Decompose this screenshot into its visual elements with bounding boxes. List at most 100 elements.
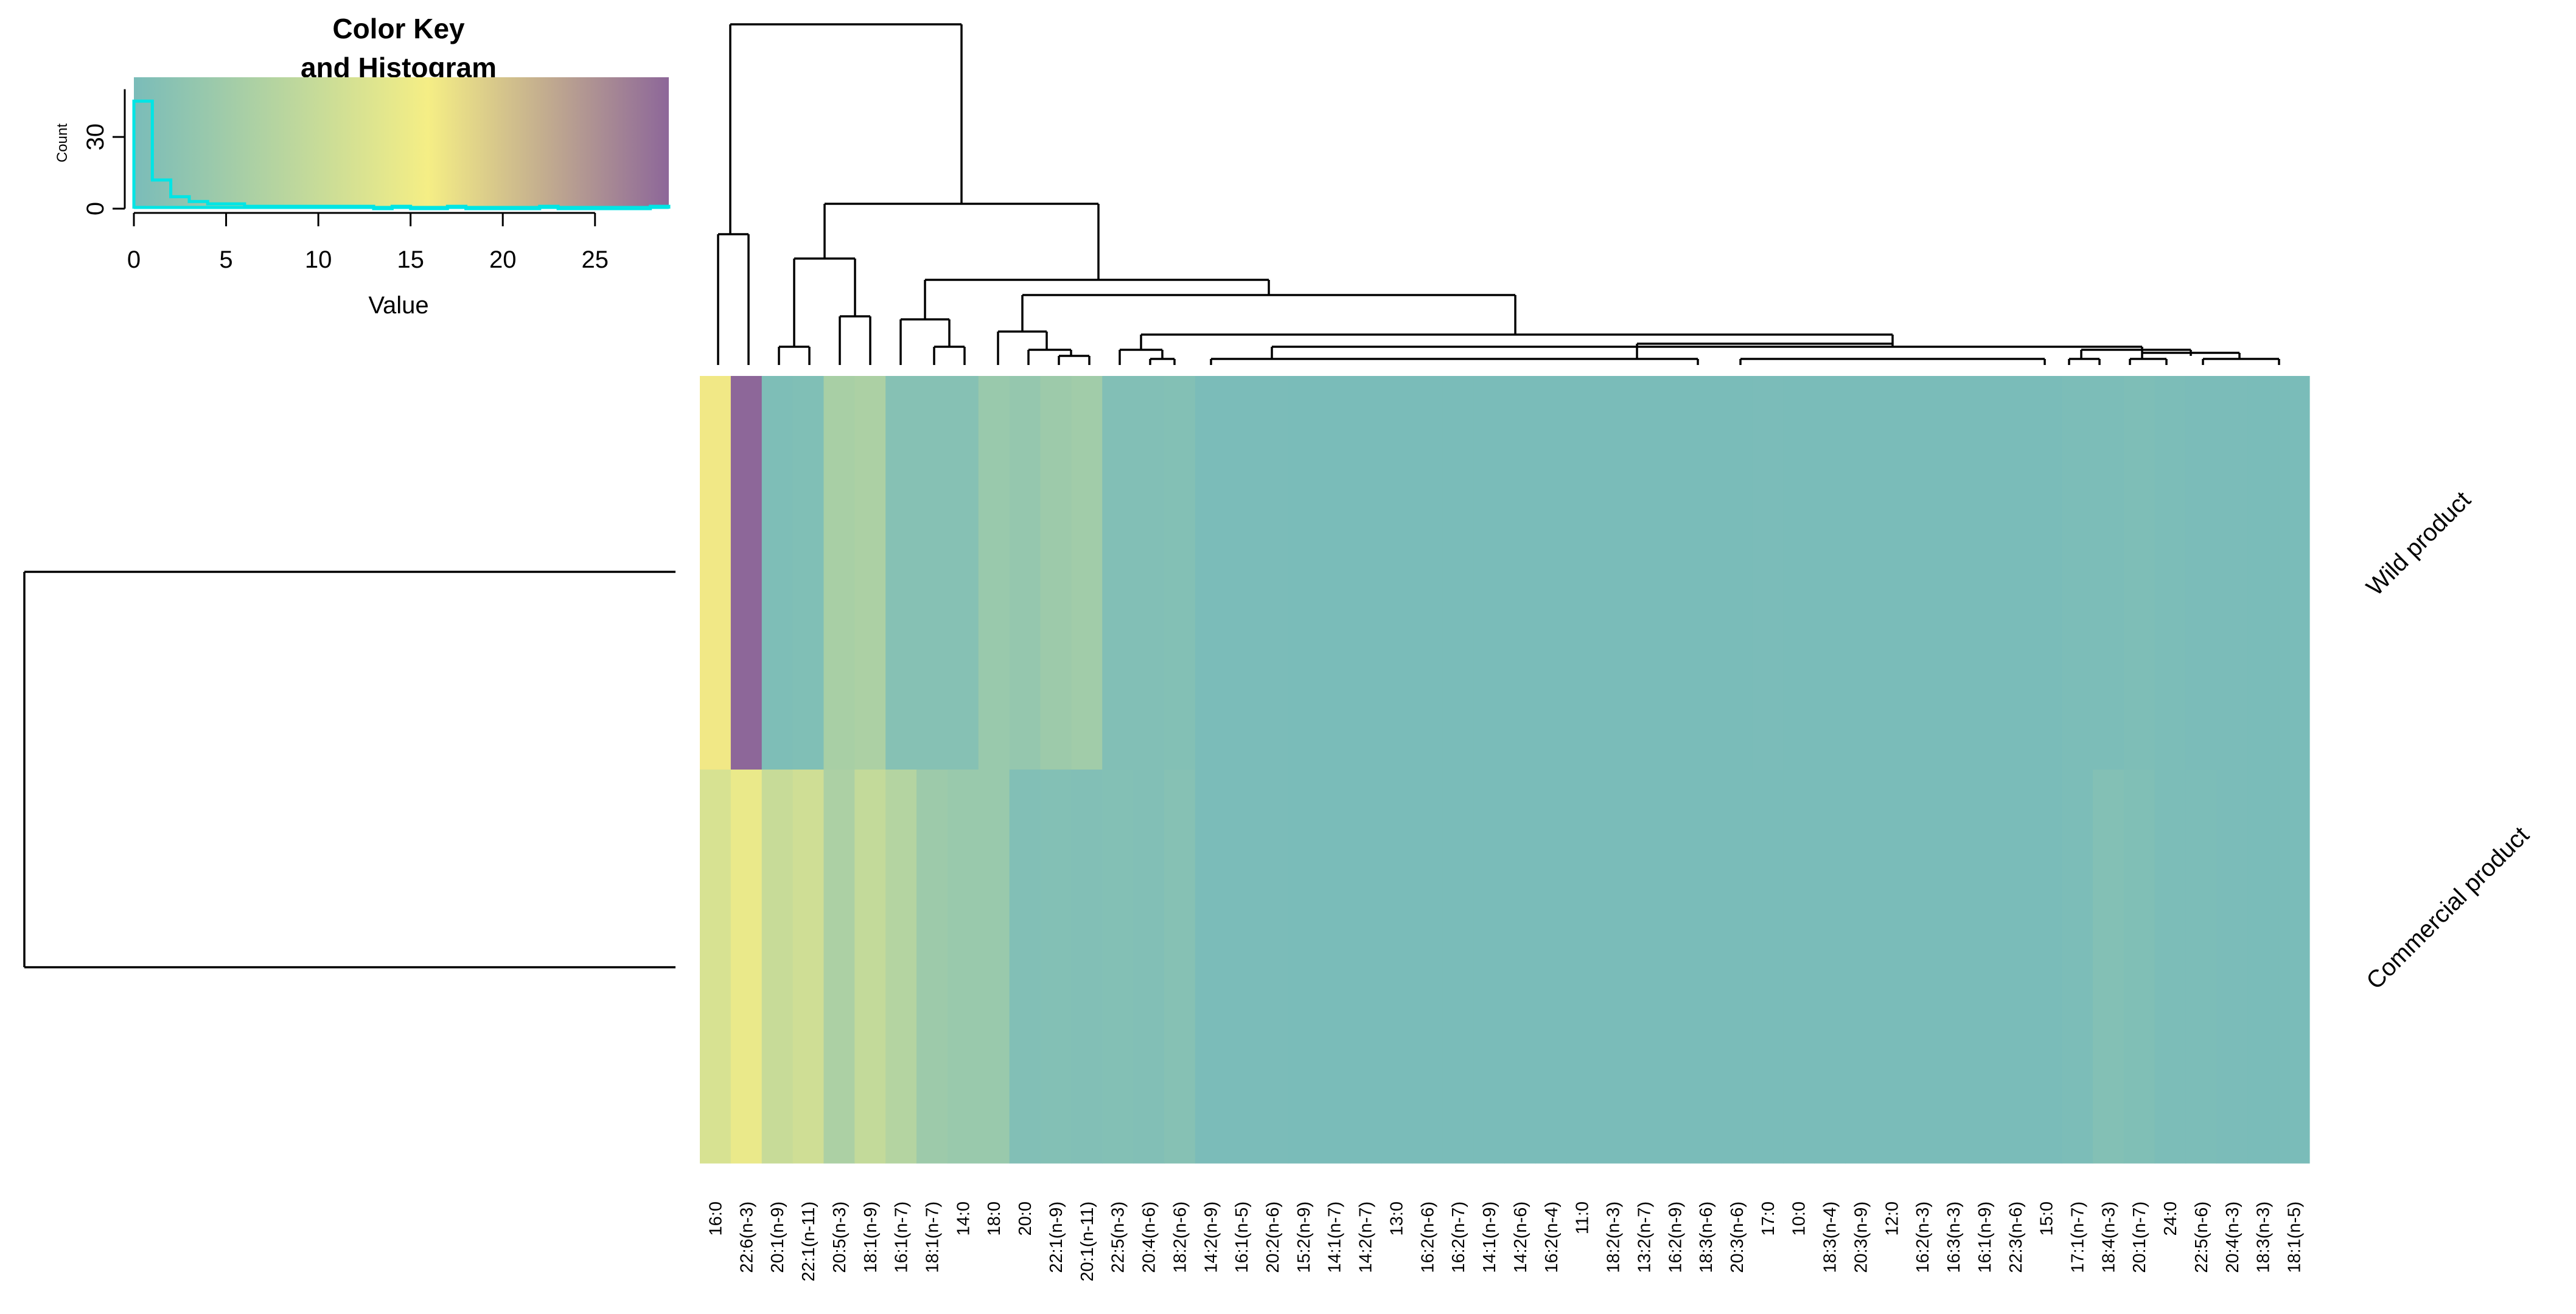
column-label: 22:5(n-6) — [2192, 1201, 2211, 1273]
heatmap-cell — [947, 376, 979, 770]
heatmap-cell — [1133, 770, 1165, 1164]
heatmap-cell — [1257, 376, 1289, 770]
heatmap-cell — [1504, 376, 1536, 770]
heatmap-cell — [700, 376, 731, 770]
column-label: 18:3(n-3) — [2254, 1201, 2274, 1273]
color-key-histogram — [132, 99, 671, 210]
heatmap-cell — [1473, 770, 1506, 1164]
heatmap-cell — [2185, 770, 2218, 1164]
heatmap-cell — [1907, 770, 1939, 1164]
x-tick-label: 15 — [397, 246, 424, 273]
heatmap-cell — [916, 376, 948, 770]
heatmap-cell — [1659, 376, 1691, 770]
heatmap-cell — [2247, 770, 2279, 1164]
heatmap-cell — [1009, 770, 1041, 1164]
column-label: 16:2(n-3) — [1913, 1201, 1933, 1273]
heatmap-cell — [1226, 376, 1258, 770]
column-label: 18:3(n-4) — [1821, 1201, 1840, 1273]
column-label: 20:3(n-6) — [1728, 1201, 1747, 1273]
heatmap-cell — [1288, 770, 1319, 1164]
column-label: 20:1(n-9) — [768, 1201, 787, 1273]
heatmap-cell — [1566, 770, 1598, 1164]
x-tick-label: 5 — [219, 246, 232, 273]
color-key-x-label: Value — [368, 292, 428, 319]
heatmap-cell — [2000, 770, 2031, 1164]
heatmap-cell — [2185, 376, 2218, 770]
column-label: 20:5(n-3) — [830, 1201, 850, 1273]
heatmap-cell — [2278, 770, 2310, 1164]
heatmap-cell — [1504, 770, 1536, 1164]
column-label: 18:1(n-5) — [2285, 1201, 2305, 1273]
heatmap-cell — [1814, 376, 1846, 770]
heatmap-cell — [1040, 770, 1072, 1164]
heatmap-cell — [885, 770, 917, 1164]
column-label: 24:0 — [2161, 1201, 2180, 1236]
column-label: 16:1(n-5) — [1232, 1201, 1252, 1273]
heatmap-cell — [2000, 376, 2031, 770]
heatmap-cell — [2154, 770, 2187, 1164]
column-label: 18:1(n-9) — [861, 1201, 881, 1273]
heatmap-cell — [1381, 770, 1412, 1164]
column-label: 16:2(n-4) — [1542, 1201, 1562, 1273]
heatmap-cell — [2123, 770, 2155, 1164]
heatmap-cell — [854, 376, 886, 770]
heatmap-cell — [2062, 770, 2093, 1164]
column-label: 17:0 — [1759, 1201, 1778, 1236]
heatmap-cell — [730, 376, 763, 770]
heatmap-cell — [1350, 770, 1381, 1164]
column-label: 14:0 — [954, 1201, 973, 1236]
column-label: 15:2(n-9) — [1294, 1201, 1314, 1273]
heatmap-cell — [2216, 376, 2248, 770]
heatmap-cell — [1938, 376, 1970, 770]
heatmap-cell — [1009, 376, 1041, 770]
heatmap-cell — [1411, 770, 1443, 1164]
heatmap-cell — [1876, 770, 1908, 1164]
row-label: Commercial product — [2361, 822, 2534, 995]
heatmap-cell — [1721, 770, 1753, 1164]
column-label: 20:4(n-3) — [2223, 1201, 2243, 1273]
column-label: 22:1(n-11) — [799, 1201, 819, 1282]
heatmap-cell — [2278, 376, 2310, 770]
heatmap-cell — [1597, 770, 1629, 1164]
heatmap-cell — [1814, 770, 1846, 1164]
heatmap-cell — [1040, 376, 1072, 770]
column-labels: 16:0 22:6(n-3) 20:1(n-9) 22:1(n-11) 20:5(n-3… — [706, 1201, 2304, 1282]
column-label: 16:2(n-6) — [1418, 1201, 1437, 1273]
column-label: 16:1(n-9) — [1975, 1201, 1995, 1273]
heatmap-cell — [2123, 376, 2155, 770]
column-label: 18:4(n-3) — [2099, 1201, 2118, 1273]
heatmap-cell — [700, 770, 731, 1164]
column-label: 20:4(n-6) — [1140, 1201, 1159, 1273]
color-key-y-axis: 0 30 — [82, 89, 126, 215]
column-label: 16:1(n-7) — [892, 1201, 912, 1273]
column-label: 16:2(n-9) — [1666, 1201, 1685, 1273]
column-label: 11:0 — [1573, 1201, 1593, 1234]
heatmap-cell — [1690, 770, 1722, 1164]
heatmap-cell — [761, 376, 794, 770]
heatmap-cell — [1628, 770, 1660, 1164]
column-label: 18:2(n-3) — [1604, 1201, 1624, 1273]
column-label: 14:2(n-6) — [1511, 1201, 1531, 1273]
heatmap-cell — [1442, 770, 1475, 1164]
column-dendrogram — [717, 23, 2280, 365]
heatmap-cell — [916, 770, 948, 1164]
heatmap-cell — [1319, 770, 1350, 1164]
column-label: 20:0 — [1016, 1201, 1035, 1236]
heatmap-cell — [1381, 376, 1412, 770]
heatmap-cell — [1319, 376, 1350, 770]
column-label: 22:1(n-9) — [1047, 1201, 1066, 1273]
heatmap-cell — [1411, 376, 1443, 770]
heatmap-cells — [700, 376, 2310, 1164]
y-tick-label: 30 — [82, 123, 109, 151]
column-label: 13:0 — [1387, 1201, 1406, 1236]
color-key: Color Key and Histogram 0 5 10 15 20 25 030 V… — [54, 13, 671, 319]
column-label: 18:1(n-7) — [923, 1201, 942, 1273]
column-label: 22:5(n-3) — [1109, 1201, 1128, 1273]
column-label: 22:3(n-6) — [2006, 1201, 2026, 1273]
color-key-title-line1: Color Key — [332, 13, 465, 44]
column-label: 20:1(n-7) — [2130, 1201, 2149, 1273]
heatmap-cell — [823, 376, 855, 770]
heatmap-cell — [1783, 770, 1815, 1164]
column-label: 18:3(n-6) — [1697, 1201, 1716, 1273]
heatmap-cell — [1288, 376, 1319, 770]
